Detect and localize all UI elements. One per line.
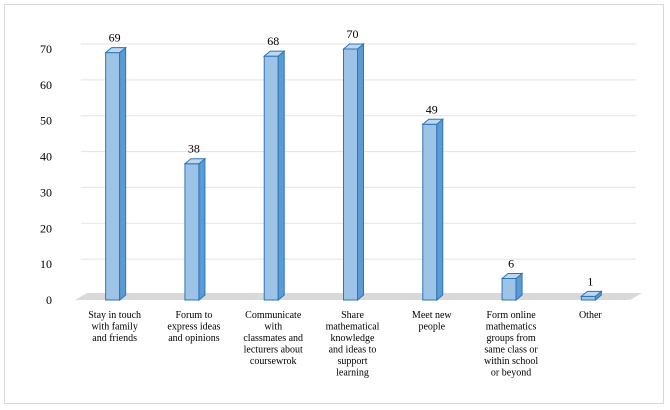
bar — [421, 118, 445, 302]
data-label: 6 — [508, 256, 514, 270]
bar-top — [342, 43, 365, 50]
bar-side — [357, 42, 364, 302]
bar-top — [183, 158, 207, 165]
category-label-line: Form online — [486, 310, 536, 321]
category-label-line: mathematical — [326, 322, 380, 333]
bar-top — [262, 50, 286, 57]
category-label-line: and friends — [92, 333, 137, 344]
category-label: Stay in touch with family and friends — [88, 310, 141, 344]
y-tick-label: 30 — [40, 185, 52, 199]
data-label: 69 — [109, 31, 121, 45]
category-label-line: Meet new — [412, 310, 452, 321]
data-label: 68 — [267, 34, 279, 48]
bar — [104, 46, 128, 302]
bar-front — [184, 163, 200, 301]
category-label-line: with family — [91, 322, 137, 333]
data-label: 1 — [587, 274, 593, 288]
category-label-line: mathematics — [486, 322, 537, 333]
category-label-line: and opinions — [168, 333, 219, 344]
y-tick-label: 0 — [46, 293, 52, 307]
data-label: 70 — [347, 27, 359, 41]
bar-top — [500, 272, 524, 279]
category-label-line: Forum to — [175, 310, 212, 321]
bar-front — [580, 295, 596, 301]
category-label-line: support — [338, 356, 368, 367]
category-label-line: or beyond — [491, 368, 531, 379]
y-tick-label: 50 — [40, 114, 52, 128]
bar — [342, 42, 365, 302]
category-label-line: Other — [579, 310, 602, 321]
category-label: Other — [579, 310, 602, 321]
category-label-line: with — [264, 322, 282, 333]
category-labels: Stay in touch with family and friends Forum… — [88, 310, 602, 379]
bar-top — [104, 47, 128, 54]
bar-front — [263, 55, 279, 301]
y-tick-label: 20 — [40, 221, 52, 235]
category-label-line: and ideas to — [329, 345, 377, 356]
bar — [183, 157, 207, 302]
bar — [500, 272, 524, 302]
bars — [104, 42, 603, 302]
category-label: Meet new people — [412, 310, 452, 333]
y-tick-label: 60 — [40, 78, 52, 92]
bar-front — [422, 123, 438, 301]
bar-side — [436, 118, 444, 302]
category-label-line: within school — [484, 356, 538, 367]
category-label-line: groups from — [486, 333, 535, 344]
category-label-line: same class or — [484, 345, 538, 356]
bar-front — [343, 48, 358, 301]
category-label-line: learning — [336, 368, 369, 379]
bar-top — [579, 290, 603, 297]
y-axis-ticks: 0 10 20 30 40 50 60 70 — [40, 42, 52, 307]
y-tick-label: 70 — [40, 42, 52, 56]
bar — [262, 50, 286, 302]
bar-side — [277, 50, 285, 302]
bar-top — [421, 118, 445, 125]
category-label: Communicate with classmates and lecturers a… — [243, 310, 303, 367]
bar-front — [501, 277, 517, 301]
y-tick-label: 40 — [40, 150, 52, 164]
bar-front — [105, 52, 121, 301]
bar-side — [119, 46, 127, 302]
category-label-line: coursewrok — [250, 356, 297, 367]
category-label-line: knowledge — [331, 333, 375, 344]
category-label-line: Share — [341, 310, 364, 321]
category-label-line: express ideas — [167, 322, 220, 333]
category-label-line: people — [418, 322, 445, 333]
data-label: 38 — [188, 142, 200, 156]
category-label-line: Communicate — [245, 310, 302, 321]
bar-side — [198, 157, 206, 302]
category-label-line: classmates and — [243, 333, 303, 344]
bar — [579, 290, 603, 302]
data-labels: 69 38 68 70 49 6 1 — [109, 27, 594, 288]
data-label: 49 — [426, 102, 438, 116]
y-tick-label: 10 — [40, 257, 52, 271]
category-label: Share mathematical knowledge and ideas to su… — [326, 310, 380, 379]
category-label-line: Stay in touch — [88, 310, 141, 321]
category-label: Form online mathematics groups from same cl… — [484, 310, 538, 379]
category-label-line: lecturers about — [244, 345, 303, 356]
category-label: Forum to express ideas and opinions — [167, 310, 220, 344]
